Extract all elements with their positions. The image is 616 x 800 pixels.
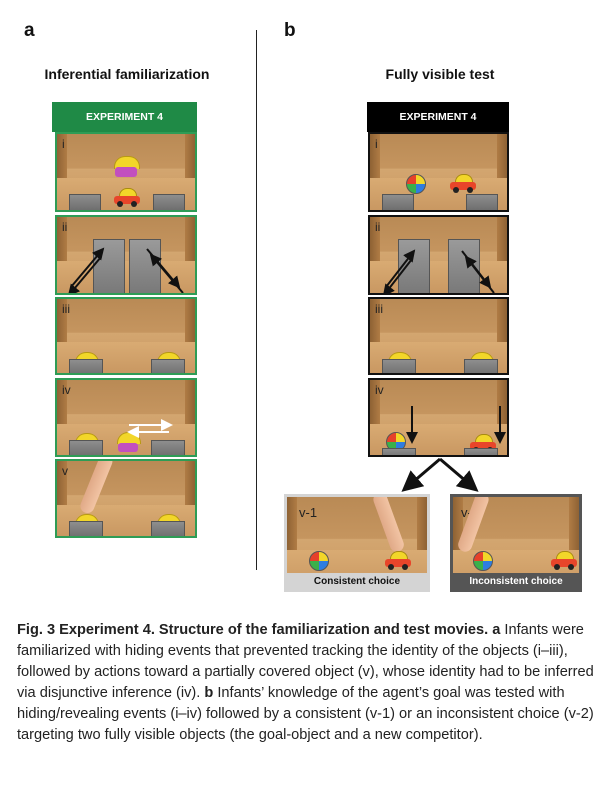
frame-label: v (62, 464, 68, 478)
hand-icon (371, 497, 406, 554)
figure-caption: Fig. 3 Experiment 4. Structure of the fa… (17, 620, 607, 746)
caption-b-marker: b (204, 685, 214, 701)
ball-icon (473, 551, 493, 571)
occluder (69, 521, 103, 536)
frame-label: i (375, 137, 378, 151)
occluder (464, 359, 498, 373)
occluder (69, 440, 103, 455)
occluder (382, 359, 416, 373)
occluder (151, 359, 185, 373)
panel-a-letter: a (24, 20, 35, 41)
frame-b-i: i (368, 132, 509, 212)
car-icon (450, 174, 476, 193)
panel-a-header-text: EXPERIMENT 4 (85, 111, 164, 123)
caption-head: Fig. 3 Experiment 4. Structure of the fa… (17, 622, 489, 638)
branch-arrows-icon (401, 457, 479, 492)
frame-label: i (62, 137, 65, 151)
frame-b-v2: v-2 Inconsistent choice (450, 494, 582, 592)
caption-b-text: Infants’ knowledge of the agent’s goal w… (17, 685, 594, 743)
inconsistent-choice-label: Inconsistent choice (469, 575, 563, 587)
frame-a-v: v (55, 459, 197, 538)
occluder (151, 440, 185, 455)
toy-purple-icon (118, 443, 138, 452)
frame-label: iv (62, 383, 71, 397)
frame-b-ii: ii (368, 215, 509, 295)
consistent-choice-bar: Consistent choice (287, 573, 427, 589)
frame-a-iii: iii (55, 297, 197, 375)
frame-label: iii (375, 302, 383, 316)
panel-a-header: EXPERIMENT 4 (52, 102, 197, 132)
frame-a-iv: iv (55, 378, 197, 457)
down-arrows-icon (406, 406, 506, 444)
frame-label: ii (62, 220, 68, 234)
occluder (69, 194, 101, 210)
frame-b-v1: v-1 Consistent choice (284, 494, 430, 592)
ball-icon (406, 174, 426, 194)
frame-b-iii: iii (368, 297, 509, 375)
caption-a-text: Infants were familiarized with hiding ev… (17, 622, 594, 701)
frame-a-i: i (55, 132, 197, 212)
double-arrow-icon (127, 419, 173, 438)
frame-label: iv (375, 383, 384, 397)
frame-label: ii (375, 220, 381, 234)
frame-a-ii: ii (55, 215, 197, 295)
caption-a-marker: a (492, 622, 501, 638)
toy-purple-icon (115, 167, 137, 177)
column-divider (256, 30, 257, 570)
panel-b-header-text: EXPERIMENT 4 (399, 111, 477, 123)
occluder (69, 359, 103, 373)
panel-b-title: Fully visible test (385, 66, 495, 82)
car-icon (385, 551, 411, 570)
occluder (382, 448, 416, 455)
panel-b-header: EXPERIMENT 4 (367, 102, 509, 132)
occluder (464, 448, 498, 455)
panel-a-title: Inferential familiarization (44, 66, 210, 82)
consistent-choice-label: Consistent choice (313, 575, 401, 587)
frame-label: v-1 (299, 505, 318, 520)
ball-icon (309, 551, 329, 571)
occluder (153, 194, 185, 210)
occluder (466, 194, 498, 210)
car-icon (551, 551, 577, 570)
arrows-icon (67, 247, 184, 293)
frame-label: iii (62, 302, 70, 316)
occluder (151, 521, 185, 536)
frame-b-iv: iv (368, 378, 509, 457)
car-icon (114, 188, 140, 207)
inconsistent-choice-bar: Inconsistent choice (453, 573, 579, 589)
panel-b-letter: b (284, 20, 296, 41)
arrows-icon (382, 249, 495, 293)
occluder (382, 194, 414, 210)
